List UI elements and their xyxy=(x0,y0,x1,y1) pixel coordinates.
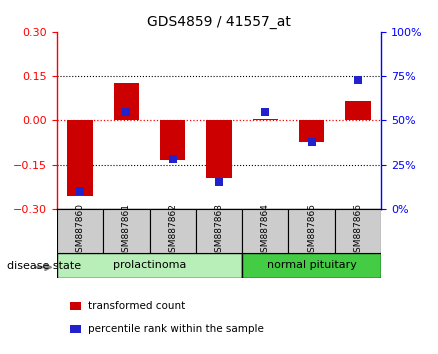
Text: transformed count: transformed count xyxy=(88,301,185,311)
Text: GSM887860: GSM887860 xyxy=(76,204,85,258)
Text: disease state: disease state xyxy=(7,261,81,271)
Text: normal pituitary: normal pituitary xyxy=(267,261,357,270)
Text: GSM887864: GSM887864 xyxy=(261,204,270,258)
Bar xyxy=(345,101,371,120)
Bar xyxy=(289,209,335,253)
Bar xyxy=(196,209,242,253)
Text: percentile rank within the sample: percentile rank within the sample xyxy=(88,324,264,334)
Title: GDS4859 / 41557_at: GDS4859 / 41557_at xyxy=(147,16,291,29)
Bar xyxy=(67,120,93,195)
Bar xyxy=(242,209,289,253)
Bar xyxy=(160,120,185,160)
Text: prolactinoma: prolactinoma xyxy=(113,261,186,270)
Text: GSM887862: GSM887862 xyxy=(168,204,177,258)
Bar xyxy=(114,84,139,120)
Bar xyxy=(57,253,242,278)
Text: GSM887866: GSM887866 xyxy=(353,204,362,258)
Bar xyxy=(103,209,149,253)
Bar xyxy=(149,209,196,253)
Text: GSM887861: GSM887861 xyxy=(122,204,131,258)
Bar xyxy=(335,209,381,253)
Bar xyxy=(253,119,278,120)
Text: GSM887865: GSM887865 xyxy=(307,204,316,258)
Text: GSM887863: GSM887863 xyxy=(215,204,223,258)
Bar xyxy=(242,253,381,278)
Bar xyxy=(57,209,103,253)
Bar xyxy=(299,120,324,143)
Bar xyxy=(206,120,232,178)
